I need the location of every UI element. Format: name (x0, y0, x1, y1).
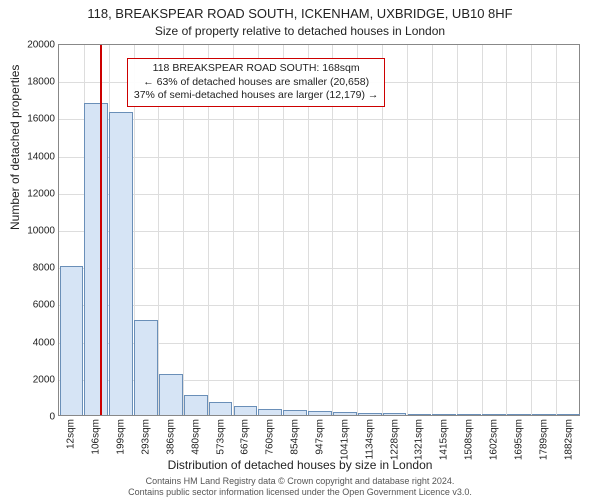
histogram-bar (457, 414, 481, 415)
page: 118, BREAKSPEAR ROAD SOUTH, ICKENHAM, UX… (0, 0, 600, 500)
annotation-box: 118 BREAKSPEAR ROAD SOUTH: 168sqm← 63% o… (127, 58, 386, 107)
y-tick-label: 18000 (27, 77, 55, 88)
histogram-bar (333, 412, 357, 415)
histogram-bar (60, 266, 84, 415)
annotation-line: ← 63% of detached houses are smaller (20… (134, 76, 379, 90)
gridline-h (59, 157, 579, 158)
x-tick-label: 1041sqm (339, 419, 350, 460)
x-tick-label: 1321sqm (414, 419, 425, 460)
histogram-bar (432, 414, 456, 415)
x-tick-label: 1415sqm (439, 419, 450, 460)
gridline-v (482, 45, 483, 415)
plot-region: 0200040006000800010000120001400016000180… (58, 44, 580, 416)
x-tick-label: 947sqm (315, 419, 326, 455)
gridline-h (59, 305, 579, 306)
chart-area: 0200040006000800010000120001400016000180… (58, 44, 580, 416)
x-tick-label: 480sqm (190, 419, 201, 455)
footer: Contains HM Land Registry data © Crown c… (0, 476, 600, 498)
x-axis-label: Distribution of detached houses by size … (0, 458, 600, 472)
histogram-bar (408, 414, 432, 415)
histogram-bar (383, 413, 407, 415)
histogram-bar (234, 406, 258, 415)
y-tick-label: 8000 (33, 263, 55, 274)
histogram-bar (532, 414, 556, 415)
gridline-v (531, 45, 532, 415)
gridline-h (59, 231, 579, 232)
x-tick-label: 573sqm (215, 419, 226, 455)
histogram-bar (159, 374, 183, 415)
histogram-bar (209, 402, 233, 415)
x-tick-label: 760sqm (265, 419, 276, 455)
gridline-v (506, 45, 507, 415)
histogram-bar (258, 409, 282, 416)
y-tick-label: 12000 (27, 188, 55, 199)
x-tick-label: 12sqm (66, 419, 77, 449)
x-tick-label: 386sqm (165, 419, 176, 455)
x-tick-label: 1882sqm (563, 419, 574, 460)
histogram-bar (283, 410, 307, 415)
footer-line-1: Contains HM Land Registry data © Crown c… (0, 476, 600, 487)
histogram-bar (184, 395, 208, 415)
histogram-bar (109, 112, 133, 415)
x-tick-label: 667sqm (240, 419, 251, 455)
y-tick-label: 10000 (27, 226, 55, 237)
y-tick-label: 0 (49, 412, 55, 423)
x-tick-label: 1508sqm (464, 419, 475, 460)
page-subtitle: Size of property relative to detached ho… (0, 22, 600, 38)
histogram-bar (358, 413, 382, 415)
y-axis-label: Number of detached properties (8, 65, 22, 230)
y-tick-label: 4000 (33, 337, 55, 348)
y-tick-label: 6000 (33, 300, 55, 311)
gridline-h (59, 194, 579, 195)
gridline-v (556, 45, 557, 415)
x-tick-label: 1134sqm (364, 419, 375, 459)
gridline-v (407, 45, 408, 415)
x-tick-label: 1695sqm (513, 419, 524, 460)
histogram-bar (482, 414, 506, 415)
y-tick-label: 16000 (27, 114, 55, 125)
x-tick-label: 1789sqm (538, 419, 549, 460)
annotation-line: 118 BREAKSPEAR ROAD SOUTH: 168sqm (134, 62, 379, 76)
y-tick-label: 2000 (33, 374, 55, 385)
histogram-bar (84, 103, 108, 415)
histogram-bar (507, 414, 531, 415)
page-title: 118, BREAKSPEAR ROAD SOUTH, ICKENHAM, UX… (0, 0, 600, 22)
y-tick-label: 20000 (27, 40, 55, 51)
x-tick-label: 1228sqm (389, 419, 400, 460)
gridline-h (59, 268, 579, 269)
x-tick-label: 293sqm (141, 419, 152, 455)
y-tick-label: 14000 (27, 151, 55, 162)
histogram-bar (557, 414, 581, 415)
x-tick-label: 199sqm (116, 419, 127, 455)
marker-line (100, 45, 102, 415)
gridline-v (432, 45, 433, 415)
gridline-v (457, 45, 458, 415)
x-tick-label: 106sqm (91, 419, 102, 455)
annotation-line: 37% of semi-detached houses are larger (… (134, 89, 379, 103)
x-tick-label: 1602sqm (489, 419, 500, 460)
x-tick-label: 854sqm (290, 419, 301, 455)
histogram-bar (134, 320, 158, 415)
footer-line-2: Contains public sector information licen… (0, 487, 600, 498)
histogram-bar (308, 411, 332, 415)
gridline-h (59, 119, 579, 120)
